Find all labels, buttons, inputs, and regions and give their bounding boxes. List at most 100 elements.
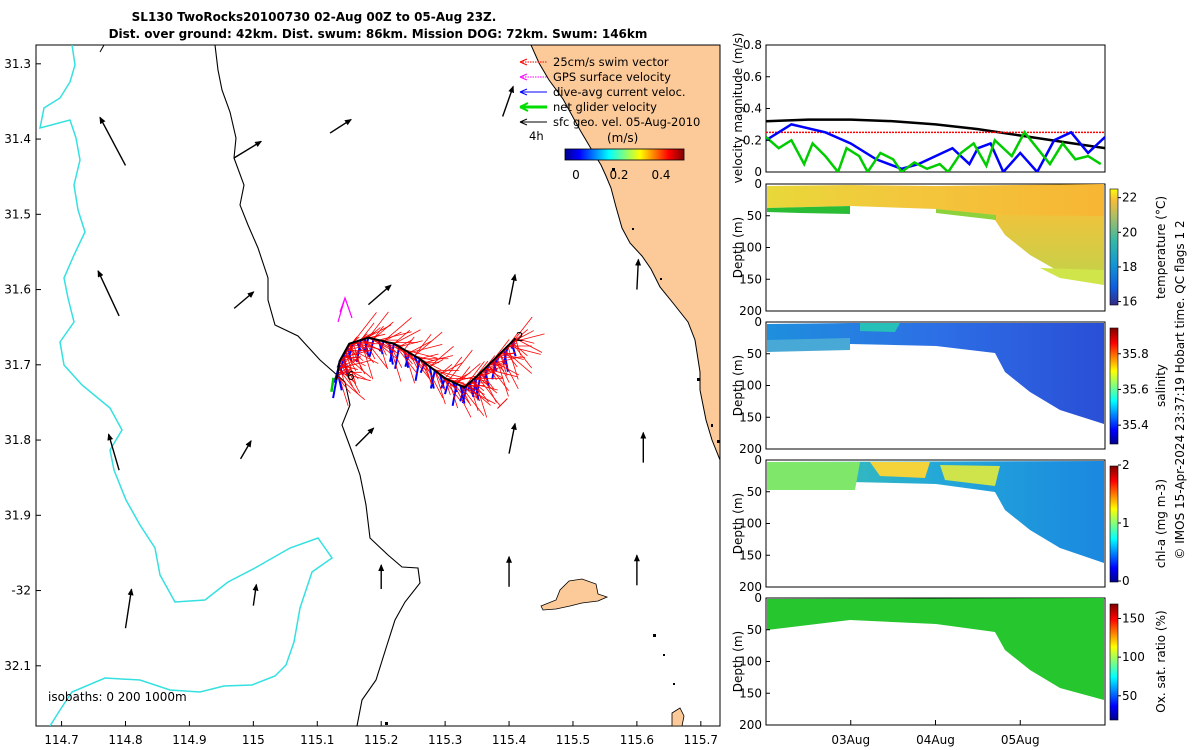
legend-geo-arrowhead [519, 118, 528, 126]
geo-velocity-arrow [355, 427, 375, 447]
colorbar-tick-label: 150 [1122, 611, 1145, 625]
swim-vector [515, 338, 535, 344]
swim-vector [488, 364, 509, 391]
swim-vector [434, 370, 446, 391]
swim-vector [466, 384, 485, 395]
swim-vector [352, 312, 377, 343]
depth-tick-label: 0 [754, 177, 762, 191]
depth-tick-label: 100 [739, 655, 762, 669]
legend-current-label: dive-avg current veloc. [553, 85, 686, 99]
lon-tick-label: 115.3 [428, 733, 462, 747]
colorbar-tick-label: 22 [1122, 191, 1137, 205]
colorbar-tick-0: 0 [572, 168, 580, 182]
swim-vector [434, 370, 446, 405]
depth-tick-label: 200 [739, 580, 762, 594]
swim-vector [515, 338, 543, 353]
swim-vector [368, 337, 400, 355]
legend-gps-arrowhead [519, 73, 528, 81]
colorbar-tick-label: 35.4 [1122, 418, 1149, 432]
current-vector [473, 378, 480, 401]
swim-vector [511, 333, 545, 343]
depth-tick-label: 150 [739, 686, 762, 700]
geo-velocity-arrow [508, 422, 517, 454]
swim-vector [338, 359, 372, 369]
isobath-0m [214, 45, 421, 726]
lat-tick-label: 31.6 [4, 283, 31, 297]
depth-axis-label: Depth (m) [731, 493, 745, 554]
swim-vector [419, 358, 433, 385]
geo-velocity-arrow [239, 440, 252, 460]
colorbar-tick-1: 0.2 [609, 168, 628, 182]
island [540, 578, 609, 611]
swim-vector [336, 355, 362, 377]
depth-axis-label: Depth (m) [731, 355, 745, 416]
isobath-200m [39, 45, 334, 726]
geo-velocity-arrow [367, 284, 392, 306]
temperature-panel [765, 183, 1119, 312]
swim-vector [409, 344, 443, 354]
time-tick-label: 05Aug [1001, 733, 1040, 747]
salinity-colorbar [1109, 327, 1119, 445]
swim-vector [393, 329, 411, 345]
swim-vector [507, 345, 541, 355]
depth-tick-label: 150 [739, 410, 762, 424]
credit: © IMOS 15-Apr-2024 23:37:19 Hobart time.… [1173, 220, 1187, 559]
swim-vector [469, 382, 498, 391]
swim-vector [383, 341, 396, 352]
swim-vector [452, 381, 470, 404]
temperature-mid [936, 209, 996, 220]
chl-panel [765, 459, 1119, 588]
lon-tick-label: 114.7 [44, 733, 78, 747]
swim-vector [492, 360, 505, 372]
swim-vector [414, 334, 432, 357]
geo-vectors [97, 85, 647, 629]
depth-tick-label: 200 [739, 442, 762, 456]
swim-vector [409, 340, 432, 354]
map-legend: 25cm/s swim vector GPS surface velocity … [519, 55, 700, 182]
velocity-ytick-label: 0.6 [743, 70, 762, 84]
swim-vector [480, 372, 495, 390]
depth-tick-label: 0 [754, 315, 762, 329]
swim-vector [476, 375, 501, 407]
swim-vector [336, 368, 351, 377]
depth-tick-label: 150 [739, 548, 762, 562]
temperature-upper [767, 184, 1104, 217]
map-lon-ticks: 114.7 114.8 114.9 115 115.1 115.2 115.3 115.4 11… [44, 721, 718, 747]
map-lat-ticks: 31.3 31.4 31.5 31.6 31.7 31.8 31.9 -32 32.1 [4, 57, 41, 673]
legend-geo-label: sfc geo. vel. 05-Aug-2010 [553, 115, 700, 129]
lat-tick-label: -32 [11, 584, 31, 598]
swim-vector [474, 377, 489, 383]
net-velocity-vector [330, 377, 335, 393]
depth-tick-label: 50 [747, 347, 762, 361]
depth-tick-label: 100 [739, 517, 762, 531]
geo-velocity-arrow [233, 140, 263, 159]
legend-swim-arrowhead [519, 58, 528, 66]
track-start-label: 2 [516, 330, 524, 344]
oxygen-colorbar [1109, 603, 1119, 721]
colorbar-tick-label: 100 [1122, 650, 1145, 664]
depth-tick-label: 50 [747, 485, 762, 499]
swim-vector [476, 375, 498, 394]
swim-vector [476, 361, 504, 377]
swim-vector [404, 349, 438, 359]
geo-velocity-arrow [501, 85, 515, 117]
lon-tick-label: 115.2 [364, 733, 398, 747]
depth-tick-label: 200 [739, 718, 762, 732]
swim-vector [364, 324, 392, 340]
velocity-ticks: 0 0.2 0.4 0.6 0.8 [743, 38, 770, 179]
salinity-upper [767, 323, 1104, 424]
depth-axis-label: Depth (m) [731, 631, 745, 692]
colorbar-label: salinity [1154, 364, 1168, 407]
temperature-bottom [1040, 268, 1104, 285]
depth-axis-label: Depth (m) [731, 217, 745, 278]
salinity-patch [860, 323, 900, 332]
geo-velocity-arrow [97, 269, 120, 317]
velocity-series-line [766, 123, 1105, 172]
current-vector [428, 366, 435, 389]
velocity-ytick-label: 0.2 [743, 133, 762, 147]
lon-tick-label: 114.8 [108, 733, 142, 747]
swim-vector [503, 349, 518, 368]
island-small [671, 707, 685, 726]
swim-vector [337, 371, 371, 382]
